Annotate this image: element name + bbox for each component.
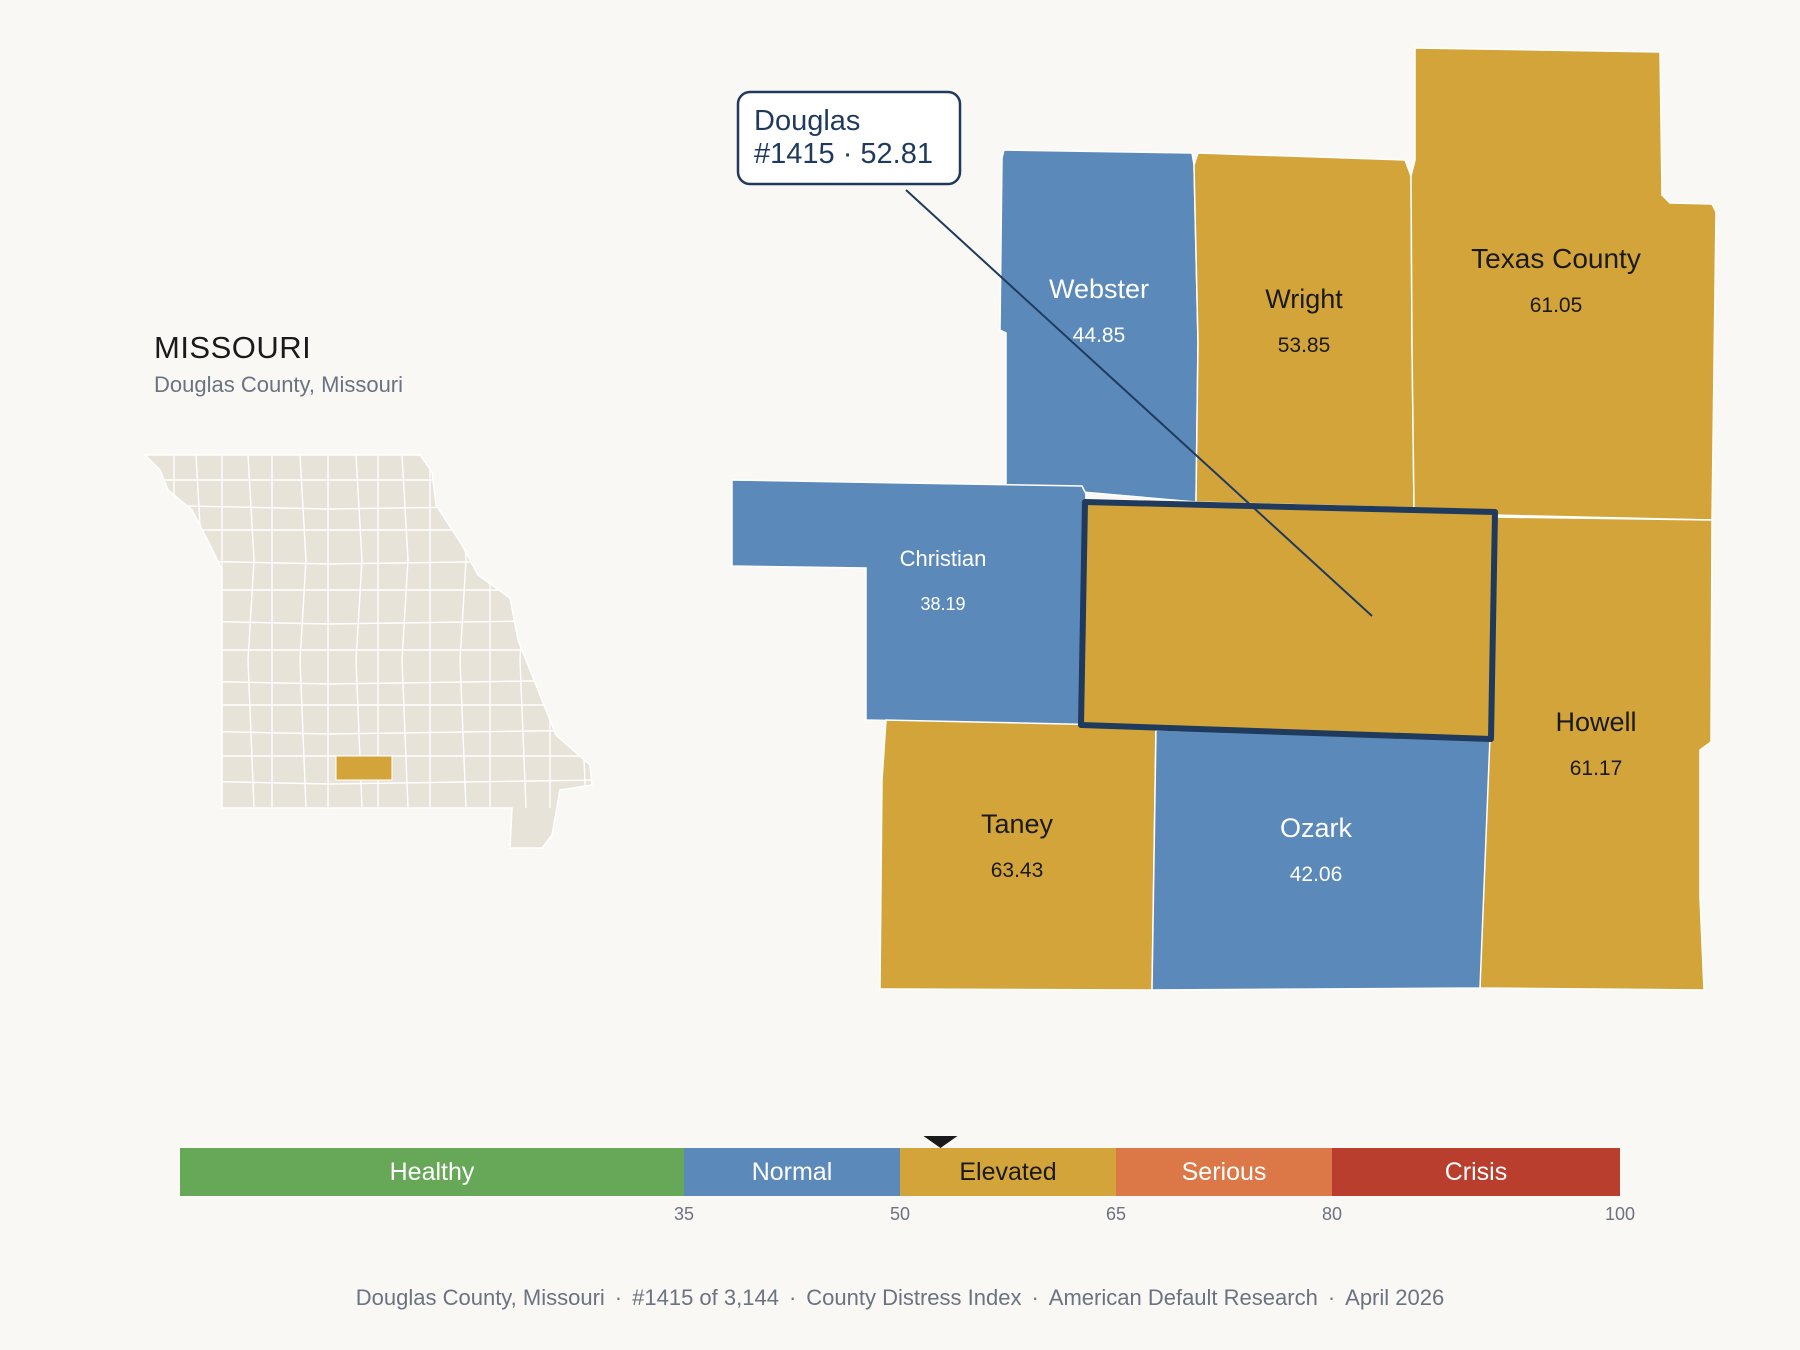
- legend-segment-serious: [1116, 1148, 1332, 1196]
- county-value-taney: 63.43: [991, 859, 1044, 882]
- county-value-christian: 38.19: [920, 594, 965, 614]
- footer-part: American Default Research: [1048, 1285, 1318, 1310]
- legend-label-serious: Serious: [1182, 1158, 1267, 1186]
- legend-segment-crisis: [1332, 1148, 1620, 1196]
- county-christian[interactable]: [731, 479, 1087, 726]
- county-value-texas: 61.05: [1530, 294, 1583, 317]
- county-label-ozark: Ozark: [1280, 813, 1353, 843]
- distress-legend: Healthy Normal Elevated Serious Crisis 35 50 65…: [180, 1136, 1635, 1224]
- footer: Douglas County, Missouri · #1415 of 3,144 ·…: [0, 1285, 1800, 1311]
- legend-label-crisis: Crisis: [1445, 1158, 1508, 1186]
- county-value-ozark: 42.06: [1290, 863, 1343, 886]
- footer-part: Douglas County, Missouri: [355, 1285, 605, 1310]
- legend-label-healthy: Healthy: [390, 1158, 475, 1186]
- legend-tick: 80: [1322, 1204, 1342, 1224]
- legend-label-normal: Normal: [752, 1158, 833, 1186]
- legend-segment-elevated: [900, 1148, 1116, 1196]
- county-value-webster: 44.85: [1073, 324, 1126, 347]
- county-label-wright: Wright: [1265, 284, 1343, 314]
- county-label-taney: Taney: [981, 809, 1054, 839]
- county-label-howell: Howell: [1555, 707, 1636, 737]
- county-taney[interactable]: [879, 719, 1157, 991]
- county-texas[interactable]: [1410, 47, 1717, 521]
- footer-part: County Distress Index: [806, 1285, 1022, 1310]
- legend-tick: 100: [1605, 1204, 1635, 1224]
- county-douglas[interactable]: [1080, 501, 1496, 740]
- douglas-callout: Douglas #1415 · 52.81: [736, 90, 1373, 617]
- legend-tick: 50: [890, 1204, 910, 1224]
- state-title: MISSOURI: [154, 330, 312, 365]
- regional-map: Webster 44.85 Wright 53.85 Texas County 61.05…: [731, 47, 1717, 991]
- callout-leader-line: [905, 189, 1373, 617]
- footer-separator: ·: [788, 1285, 797, 1310]
- footer-separator: ·: [614, 1285, 623, 1310]
- county-label-webster: Webster: [1049, 274, 1149, 304]
- county-value-howell: 61.17: [1570, 757, 1623, 780]
- legend-label-elevated: Elevated: [959, 1158, 1056, 1186]
- county-label-christian: Christian: [900, 546, 987, 571]
- legend-tick: 65: [1106, 1204, 1126, 1224]
- county-howell[interactable]: [1479, 516, 1713, 991]
- missouri-outline: [143, 454, 593, 849]
- footer-separator: ·: [1031, 1285, 1039, 1310]
- legend-tick: 35: [674, 1204, 694, 1224]
- state-subtitle: Douglas County, Missouri: [154, 372, 404, 397]
- callout-detail: #1415 · 52.81: [754, 138, 933, 170]
- county-wright[interactable]: [1193, 152, 1415, 509]
- footer-part: April 2026: [1345, 1285, 1445, 1310]
- callout-box: [736, 90, 962, 186]
- county-value-wright: 53.85: [1278, 334, 1331, 357]
- county-label-texas: Texas County: [1471, 243, 1641, 274]
- footer-part: #1415 of 3,144: [632, 1285, 779, 1310]
- legend-marker-icon: [923, 1136, 958, 1148]
- legend-segment-normal: [684, 1148, 900, 1196]
- callout-county-name: Douglas: [754, 105, 860, 137]
- legend-segment-healthy: [180, 1148, 684, 1196]
- footer-separator: ·: [1327, 1285, 1336, 1310]
- county-ozark[interactable]: [1151, 729, 1491, 991]
- inset-douglas-county[interactable]: [335, 755, 393, 781]
- douglas-highlight-border: [1078, 499, 1498, 742]
- missouri-inset-map: [143, 454, 593, 849]
